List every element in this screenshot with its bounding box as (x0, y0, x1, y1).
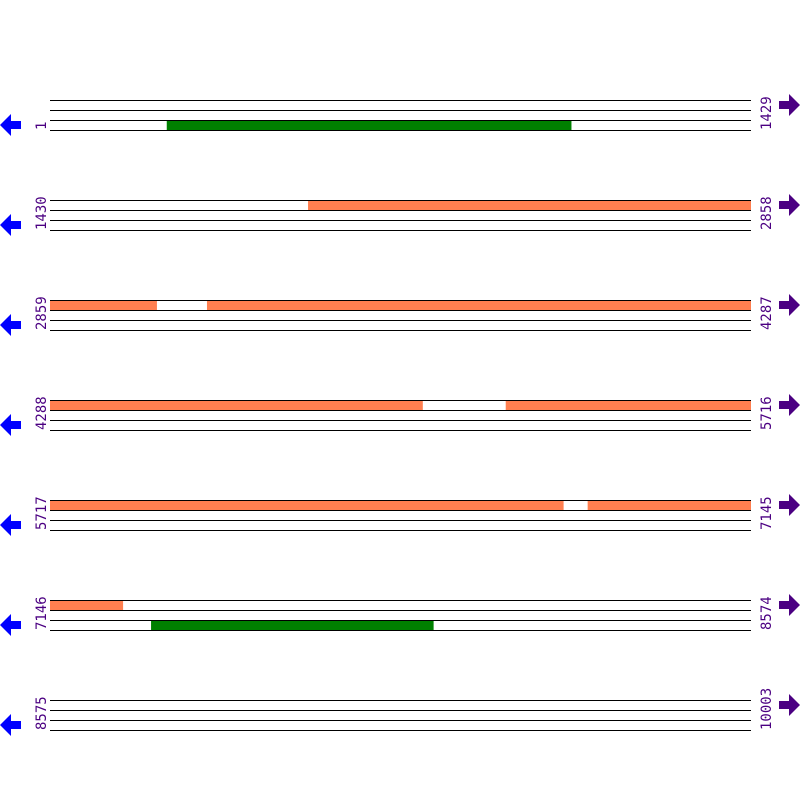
right-arrow-icon[interactable] (779, 694, 800, 716)
right-arrow-icon[interactable] (779, 94, 800, 116)
left-arrow-icon[interactable] (0, 714, 21, 736)
sequence-row: 1430 2858 (0, 194, 800, 236)
sequence-row: 1 1429 (0, 94, 800, 136)
left-arrow-icon[interactable] (0, 614, 21, 636)
orf-forward-bar[interactable] (308, 200, 751, 210)
row-end-label: 5716 (759, 396, 775, 430)
left-arrow-icon[interactable] (0, 114, 21, 136)
row-start-label: 1 (34, 122, 50, 130)
row-end-label: 8574 (759, 596, 775, 630)
left-arrow-icon[interactable] (0, 314, 21, 336)
row-start-label: 8575 (34, 696, 50, 730)
right-arrow-icon[interactable] (779, 394, 800, 416)
row-end-label: 7145 (759, 496, 775, 530)
sequence-row: 5717 7145 (0, 494, 800, 536)
orf-forward-bar[interactable] (505, 400, 751, 410)
right-arrow-icon[interactable] (779, 594, 800, 616)
sequence-row: 7146 8574 (0, 594, 800, 636)
left-arrow-icon[interactable] (0, 414, 21, 436)
orf-forward-bar[interactable] (206, 300, 751, 310)
row-start-label: 7146 (34, 596, 50, 630)
row-end-label: 2858 (759, 196, 775, 230)
sequence-row: 4288 5716 (0, 394, 800, 436)
left-arrow-icon[interactable] (0, 214, 21, 236)
row-start-label: 5717 (34, 496, 50, 530)
orf-forward-bar[interactable] (50, 300, 157, 310)
row-start-label: 4288 (34, 396, 50, 430)
sequence-row: 8575 10003 (0, 688, 800, 736)
row-end-label: 10003 (759, 688, 775, 730)
left-arrow-icon[interactable] (0, 514, 21, 536)
orf-forward-bar[interactable] (50, 500, 564, 510)
right-arrow-icon[interactable] (779, 294, 800, 316)
orf-forward-bar[interactable] (50, 600, 124, 610)
sequence-row: 2859 4287 (0, 294, 800, 336)
right-arrow-icon[interactable] (779, 494, 800, 516)
orf-forward-bar[interactable] (587, 500, 751, 510)
row-end-label: 1429 (759, 96, 775, 130)
row-end-label: 4287 (759, 296, 775, 330)
right-arrow-icon[interactable] (779, 194, 800, 216)
orf-reverse-bar[interactable] (166, 120, 572, 130)
row-start-label: 2859 (34, 296, 50, 330)
row-start-label: 1430 (34, 196, 50, 230)
orf-forward-bar[interactable] (50, 400, 423, 410)
orf-reverse-bar[interactable] (151, 620, 434, 630)
